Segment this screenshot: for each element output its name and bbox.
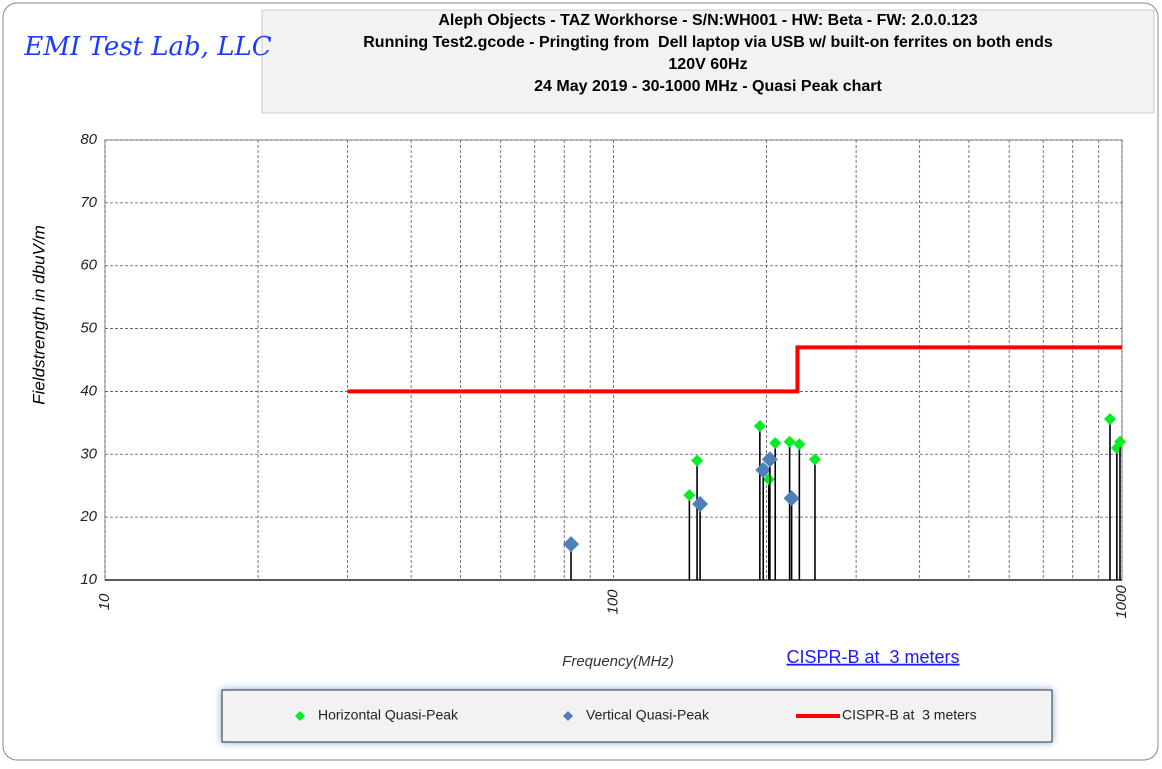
y-tick-label: 60 — [80, 257, 97, 274]
legend-swatch — [563, 711, 573, 721]
logo: EMI Test Lab, LLC — [23, 32, 271, 62]
link-annotation[interactable]: CISPR-B at 3 meters — [786, 647, 959, 667]
point — [783, 490, 800, 507]
point — [1114, 435, 1127, 448]
y-tick-label: 10 — [80, 571, 97, 588]
legend-box — [221, 689, 1053, 743]
point — [692, 495, 709, 512]
title-line: Aleph Objects - TAZ Workhorse - S/N:WH00… — [438, 12, 977, 29]
point — [762, 473, 775, 486]
y-tick-label: 50 — [80, 320, 97, 337]
title-line: Running Test2.gcode - Pringting from Del… — [363, 34, 1053, 51]
title-line: 120V 60Hz — [668, 56, 747, 73]
limit-line — [347, 345, 1122, 394]
point — [755, 462, 772, 478]
y-tick-label: 20 — [79, 508, 97, 525]
y-tick-label: 80 — [80, 131, 97, 148]
point — [793, 438, 806, 451]
point — [563, 536, 580, 553]
point — [808, 453, 821, 466]
legend-label: Horizontal Quasi-Peak — [318, 707, 459, 723]
legend-swatch — [295, 711, 305, 721]
y-tick-label: 40 — [80, 382, 97, 399]
y-axis-label: Fieldstrength in dbuV/m — [29, 225, 48, 405]
x-tick-label: 100 — [604, 589, 621, 615]
point — [769, 436, 782, 449]
point — [1103, 413, 1116, 426]
legend-label: Vertical Quasi-Peak — [586, 707, 710, 723]
point — [683, 489, 696, 502]
point — [691, 454, 704, 467]
point — [753, 420, 766, 432]
point — [783, 435, 796, 448]
y-tick-label: 70 — [80, 194, 97, 211]
title-line: 24 May 2019 - 30-1000 MHz - Quasi Peak c… — [534, 78, 882, 95]
x-axis-label: Frequency(MHz) — [562, 653, 674, 670]
point — [761, 451, 778, 468]
x-tick-label: 10 — [96, 593, 113, 610]
legend-label: CISPR-B at 3 meters — [842, 707, 977, 723]
y-tick-label: 30 — [80, 445, 97, 462]
title-box — [261, 9, 1155, 114]
x-tick-label: 1000 — [1113, 585, 1130, 619]
